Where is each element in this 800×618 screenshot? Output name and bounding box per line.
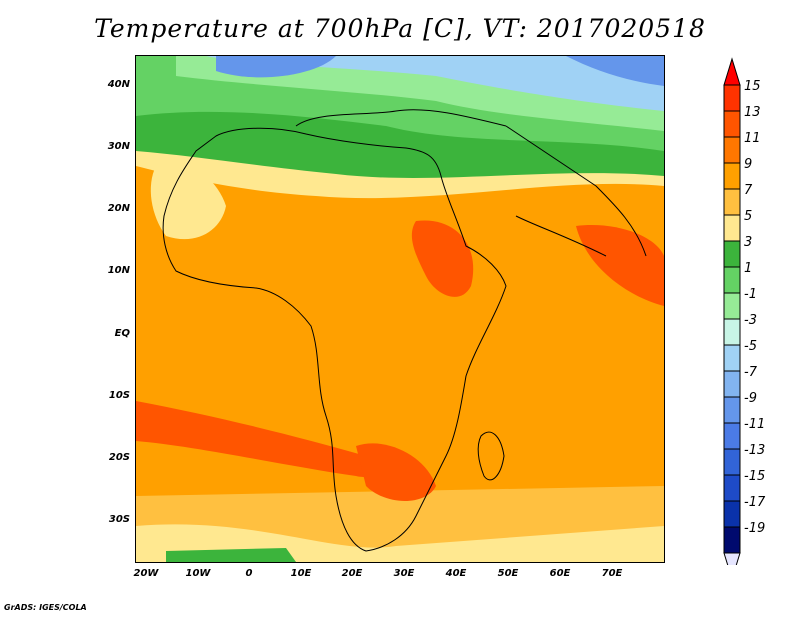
lon-label-30e: 30E [393,568,415,579]
colorbar-label: -5 [744,339,757,354]
lon-label-20e: 20E [341,568,363,579]
lon-label-10e: 10E [290,568,312,579]
lon-label-0: 0 [245,568,253,579]
colorbar-label: -3 [744,313,757,328]
warm-ethiopia [411,220,474,297]
chart-title: Temperature at 700hPa [C], VT: 201702051… [94,14,706,43]
footer-credit: GrADS: IGES/COLA [4,603,87,612]
north-cold-band [206,56,664,111]
colorbar-label: 7 [744,183,753,198]
coastlines [162,109,647,552]
colorbar-labels: 15 13 11 9 7 5 3 1 -1 -3 -5 -7 -9 -11 -13 -15 -17 -19 [744,79,766,536]
colorbar-cell [723,214,741,242]
cold-patch-east [566,56,664,86]
warm-southern-africa [356,443,436,501]
colorbar-label: -9 [744,391,757,406]
lat-label-40n: 40N [107,79,130,90]
lon-label-10w: 10W [185,568,211,579]
colorbar-cell [723,474,741,502]
colorbar-cell [723,84,741,112]
temperature-map [135,55,665,563]
warm-band-south [136,401,377,477]
lat-label-30s: 30S [108,514,130,525]
colorbar-label: -17 [744,495,766,510]
lat-label-10n: 10N [107,265,130,276]
colorbar-cell [723,162,741,190]
lat-label-eq: EQ [114,328,130,339]
colorbar-cell [723,500,741,528]
colorbar-cell [723,318,741,346]
colorbar-top-arrow [723,57,741,86]
lon-label-70e: 70E [601,568,623,579]
colorbar-label: 9 [744,157,752,172]
lat-label-30n: 30N [107,141,130,152]
lat-label-20n: 20N [107,203,130,214]
colorbar-label: -19 [744,521,765,536]
lon-label-40e: 40E [445,568,467,579]
lon-label-60e: 60E [549,568,571,579]
colorbar: 15 13 11 9 7 5 3 1 -1 -3 -5 -7 -9 -11 -13 -15 -17 -19 [723,57,766,565]
colorbar-cell [723,396,741,424]
colorbar-label: -11 [744,417,765,432]
colorbar-cell [723,448,741,476]
colorbar-cell [723,292,741,320]
colorbar-cell [723,188,741,216]
colorbar-label: 11 [744,131,761,146]
colorbar-cell [723,344,741,372]
colorbar-bottom-arrow [723,552,741,565]
colorbar-label: 5 [744,209,752,224]
colorbar-cell [723,136,741,164]
colorbar-label: -1 [744,287,757,302]
lon-label-20w: 20W [133,568,159,579]
colorbar-label: -13 [744,443,765,458]
cold-patch-west [216,56,336,78]
lon-label-50e: 50E [497,568,519,579]
colorbar-label: -15 [744,469,765,484]
colorbar-cell [723,240,741,268]
colorbar-cell [723,526,741,554]
sahara-pale [150,163,226,240]
colorbar-label: -7 [744,365,758,380]
colorbar-cell [723,266,741,294]
colorbar-label: 1 [744,261,752,276]
south-green-patch [166,548,296,562]
colorbar-label: 3 [744,235,752,250]
colorbar-cells [723,57,741,565]
colorbar-cell [723,370,741,398]
map-svg [136,56,664,562]
colorbar-cell [723,422,741,450]
lat-label-10s: 10S [108,390,130,401]
lat-label-20s: 20S [108,452,130,463]
colorbar-label: 15 [744,79,761,94]
colorbar-label: 13 [744,105,761,120]
colorbar-cell [723,110,741,138]
